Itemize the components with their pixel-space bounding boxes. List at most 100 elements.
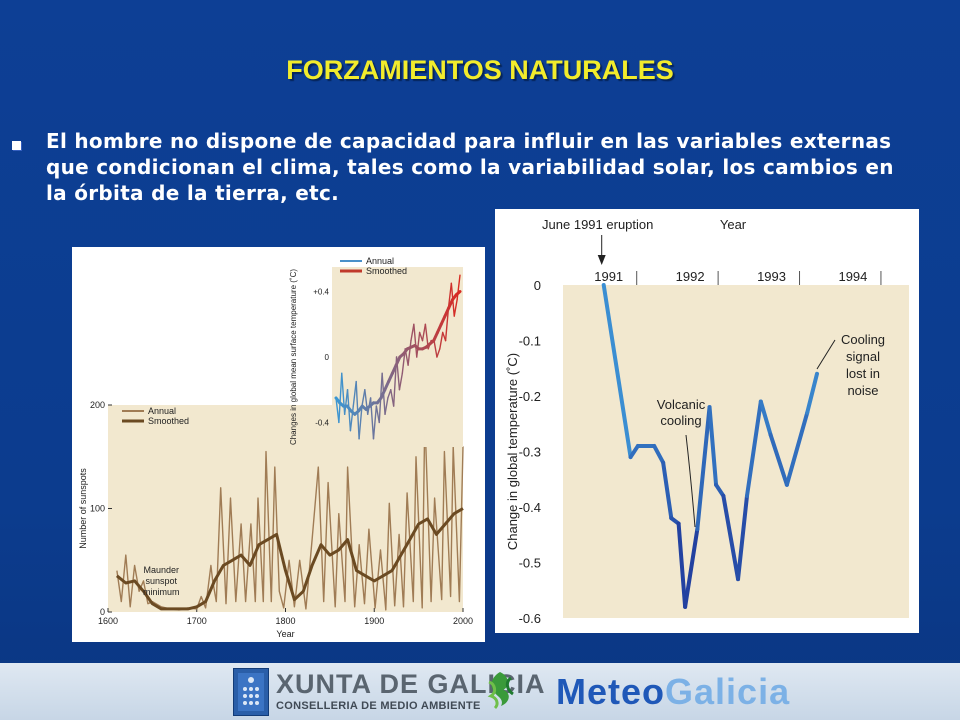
x-tick-label: 1993 [757,269,786,284]
inset-legend-label: Smoothed [366,266,407,276]
meteo-word: Meteo [556,671,666,712]
inset-y-tick-label: +0.4 [313,288,329,297]
x-tick-label: 1600 [98,616,118,626]
inset-series-segment [447,282,453,309]
y-tick-label: -0.4 [519,500,541,515]
temperature-series-segment [652,443,666,465]
annotation-leader-line [685,434,696,528]
inset-series-segment [410,323,415,342]
sunspot-figure-panel: 0 100 200 1600 1700 1800 1900 2000 Year Number of… [72,247,485,642]
inset-series-segment [447,298,454,310]
temperature-series-segment [744,399,763,498]
bullet-line: la órbita de la tierra, etc. [46,181,340,205]
temperature-series-segment [628,443,640,460]
inset-series-segment [372,405,378,440]
inset-series-segment [407,339,412,366]
footer-bar: XUNTA DE GALICIA CONSELLERIA DE MEDIO AM… [0,663,960,720]
inset-series-segment [454,290,462,297]
inset-y-axis-label: Changes in global mean surface temperatu… [289,269,298,445]
inset-y-tick-label: -0.4 [315,418,329,427]
inset-series-segment [349,405,355,432]
sunspot-temperature-figure: 0 100 200 1600 1700 1800 1900 2000 Year Number of… [72,247,485,642]
inset-y-tick-label: 0 [325,353,330,362]
inset-series-segment [384,397,389,415]
sunspot-series-line [115,507,464,611]
y-tick-label: -0.1 [519,334,541,349]
inset-series-segment [453,299,458,317]
x-tick-label: 1900 [364,616,384,626]
temperature-series-segment [721,493,741,582]
legend-label: Smoothed [148,416,189,426]
slide-title: FORZAMIENTOS NATURALES [286,55,674,85]
inset-series-segment [435,322,443,334]
y-tick-label: -0.6 [519,611,541,626]
inset-series-segment [443,306,451,318]
volcanic-cooling-annotation: cooling [660,413,701,428]
inset-series-segment [343,389,349,415]
bullet-line: El hombre no dispone de capacidad para i… [46,129,892,153]
maunder-annotation: sunspot [145,576,177,586]
inset-series-segment [387,389,392,399]
bullet-square-icon [12,141,21,150]
volcanic-cooling-chart: 0 -0.1 -0.2 -0.3 -0.4 -0.5 -0.6 1991 1992 1993 199… [495,209,919,633]
inset-series-segment [335,397,340,424]
conselleria-text: CONSELLERIA DE MEDIO AMBIENTE [276,700,481,712]
y-tick-label: -0.5 [519,556,541,571]
meteogalicia-wordmark: MeteoGalicia [556,671,790,713]
bullet-line: que condicionan el clima, tales como la … [46,155,894,179]
cooling-signal-annotation: noise [847,383,878,398]
temperature-series-segment [695,405,712,532]
inset-series-segment [398,372,404,391]
inset-series-segment [444,307,450,342]
inset-series-segment [338,372,343,424]
maunder-annotation: Maunder [143,565,179,575]
y-axis-label: Number of sunspots [78,468,88,549]
inset-series-segment [379,388,387,400]
temperature-series-segment [758,399,773,437]
inset-series-segment [390,363,398,375]
inset-series-segment [413,323,418,358]
y-tick-label: -0.2 [519,389,541,404]
x-tick-label: 1994 [838,269,867,284]
y-tick-label: 0 [534,278,541,293]
y-tick-label: 0 [100,607,105,617]
x-tick-label: 1700 [187,616,207,626]
maunder-annotation: minimum [143,587,180,597]
chart-title: June 1991 eruption [542,217,653,232]
annotation-leader-line [816,339,836,370]
temperature-series-segment [805,371,820,415]
inset-series-segment [416,331,421,358]
x-tick-label: 2000 [453,616,473,626]
inset-series-segment [383,380,391,392]
inset-legend-label: Annual [366,256,394,266]
temperature-series-segment [736,493,749,582]
temperature-series-segment [707,405,719,487]
galicia-shield-icon [233,668,269,716]
y-tick-label: 100 [90,504,105,514]
y-tick-label: 200 [90,400,105,410]
cooling-signal-annotation: lost in [846,366,880,381]
temperature-series-segment [683,527,700,609]
inset-series-segment [433,339,438,358]
x-axis-label: Year [720,217,747,232]
meteogalicia-logo-icon [481,668,519,712]
cooling-signal-annotation: signal [846,349,880,364]
inset-series-segment [439,331,444,350]
inset-series-segment [361,389,366,407]
temperature-series-segment [676,521,688,609]
inset-series-segment [432,330,439,343]
inset-series-segment [418,331,424,342]
inset-series-segment [436,348,441,358]
temperature-series-segment [784,410,810,487]
x-axis-label: Year [276,629,294,639]
inset-series-segment [358,405,363,440]
volcanic-cooling-annotation: Volcanic [657,397,706,412]
x-tick-label: 1991 [594,269,623,284]
temperature-inset-area [332,267,463,447]
inset-series-segment [456,274,461,301]
inset-series-segment [387,371,394,384]
inset-series-segment [421,323,427,342]
temperature-series-segment [714,482,726,498]
pinatubo-figure-panel: 0 -0.1 -0.2 -0.3 -0.4 -0.5 -0.6 1991 1992 1993 199… [495,209,919,633]
eruption-arrow-head [597,255,606,265]
